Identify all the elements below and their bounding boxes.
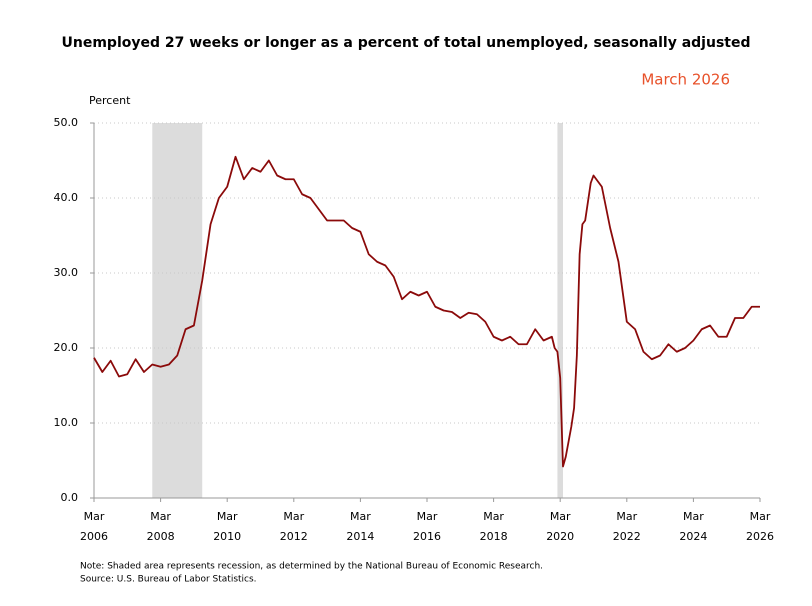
y-tick-label: 30.0 [54, 266, 79, 279]
chart-title: Unemployed 27 weeks or longer as a perce… [62, 35, 751, 51]
x-tick-label: Mar [350, 510, 371, 523]
x-tick-label: 2018 [480, 530, 508, 543]
source: Source: U.S. Bureau of Labor Statistics. [80, 575, 257, 585]
recession-band [152, 123, 203, 498]
y-tick-label: 10.0 [54, 416, 79, 429]
y-tick-label: 50.0 [54, 116, 79, 129]
y-axis-label: Percent [89, 94, 131, 107]
x-tick-label: 2016 [413, 530, 441, 543]
x-tick-label: Mar [150, 510, 171, 523]
recession-band [557, 123, 563, 498]
y-tick-label: 40.0 [54, 191, 79, 204]
x-tick-label: Mar [550, 510, 571, 523]
x-tick-label: Mar [616, 510, 637, 523]
x-tick-label: 2006 [80, 530, 108, 543]
x-tick-label: Mar [84, 510, 105, 523]
x-tick-label: Mar [483, 510, 504, 523]
x-tick-label: 2012 [280, 530, 308, 543]
x-tick-label: Mar [750, 510, 771, 523]
x-tick-label: Mar [683, 510, 704, 523]
x-tick-label: 2010 [213, 530, 241, 543]
note: Note: Shaded area represents recession, … [80, 562, 543, 572]
x-tick-label: Mar [283, 510, 304, 523]
x-tick-label: 2024 [679, 530, 707, 543]
x-tick-label: 2008 [147, 530, 175, 543]
x-tick-label: 2020 [546, 530, 574, 543]
y-tick-label: 20.0 [54, 341, 79, 354]
x-tick-label: Mar [417, 510, 438, 523]
data-line [93, 155, 760, 468]
date-badge: March 2026 [641, 71, 730, 89]
x-tick-label: 2026 [746, 530, 774, 543]
x-tick-label: 2022 [613, 530, 641, 543]
y-tick-label: 0.0 [61, 491, 79, 504]
x-tick-label: Mar [217, 510, 238, 523]
x-tick-label: 2014 [346, 530, 374, 543]
